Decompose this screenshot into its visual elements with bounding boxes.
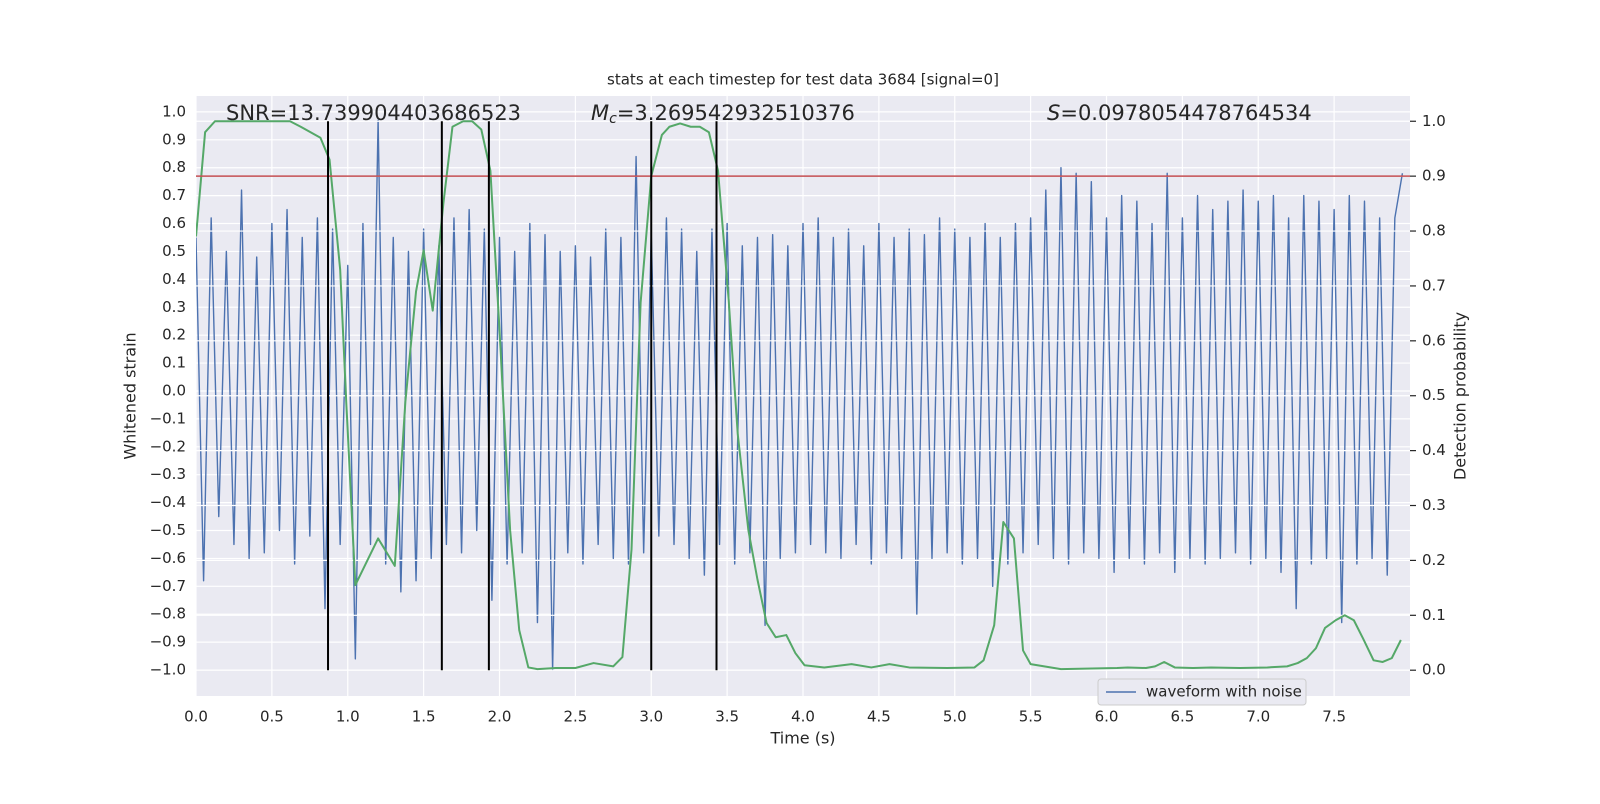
- y-tick-label: 0.0: [162, 381, 186, 399]
- y2-tick-label: 0.2: [1422, 551, 1446, 569]
- y-tick-label: −0.1: [150, 409, 186, 427]
- x-tick-label: 1.5: [412, 708, 436, 726]
- y-tick-label: 0.8: [162, 158, 186, 176]
- y2-tick-label: 0.0: [1422, 661, 1446, 679]
- x-tick-label: 6.5: [1170, 708, 1194, 726]
- annotation-symbol: M: [591, 101, 609, 125]
- y2-tick-label: 0.3: [1422, 496, 1446, 514]
- y2-tick-label: 0.5: [1422, 386, 1446, 404]
- y-tick-label: −0.9: [150, 633, 186, 651]
- annotation: SNR=13.739904403686523: [226, 101, 521, 125]
- y-tick-label: 0.2: [162, 326, 186, 344]
- y-tick-label: 0.9: [162, 130, 186, 148]
- y-tick-label: 0.4: [162, 270, 186, 288]
- y2-tick-label: 1.0: [1422, 112, 1446, 130]
- y2-tick-label: 0.9: [1422, 167, 1446, 185]
- y-tick-label: 0.1: [162, 354, 186, 372]
- waveform-line: [196, 119, 1404, 671]
- y2-tick-label: 0.6: [1422, 331, 1446, 349]
- annotation-value: =0.0978054478764534: [1060, 101, 1311, 125]
- x-tick-label: 0.5: [260, 708, 284, 726]
- x-tick-label: 7.5: [1322, 708, 1346, 726]
- y2-tick-label: 0.7: [1422, 276, 1446, 294]
- y2-tick-label: 0.1: [1422, 606, 1446, 624]
- legend: waveform with noise: [1097, 678, 1307, 706]
- x-tick-label: 3.5: [715, 708, 739, 726]
- y-tick-label: −0.4: [150, 493, 186, 511]
- annotation-value: =3.269542932510376: [617, 101, 855, 125]
- y-axis-label: Whitened strain: [121, 332, 140, 459]
- y-tick-label: 0.7: [162, 186, 186, 204]
- x-tick-label: 6.0: [1095, 708, 1119, 726]
- x-tick-label: 3.0: [639, 708, 663, 726]
- y-tick-label: 0.6: [162, 214, 186, 232]
- annotation-subscript: c: [609, 111, 617, 127]
- y-tick-label: 0.5: [162, 242, 186, 260]
- y-tick-label: −0.8: [150, 605, 186, 623]
- x-tick-label: 4.5: [867, 708, 891, 726]
- legend-label: waveform with noise: [1146, 683, 1302, 701]
- chart-title: stats at each timestep for test data 368…: [607, 71, 999, 89]
- annotation: S=0.0978054478764534: [1047, 101, 1312, 125]
- y-tick-label: 0.3: [162, 298, 186, 316]
- y-tick-label: −0.7: [150, 577, 186, 595]
- y2-tick-label: 0.8: [1422, 222, 1446, 240]
- data-layer: [196, 119, 1404, 671]
- y-tick-label: −0.6: [150, 549, 186, 567]
- y-tick-label: 1.0: [162, 102, 186, 120]
- annotation-symbol: S: [1047, 101, 1060, 125]
- y-tick-label: −0.5: [150, 521, 186, 539]
- y2-axis-label: Detection probability: [1451, 312, 1470, 480]
- probability-line: [196, 120, 1402, 671]
- x-tick-label: 4.0: [791, 708, 815, 726]
- x-tick-label: 7.0: [1246, 708, 1270, 726]
- x-tick-label: 1.0: [336, 708, 360, 726]
- y-tick-label: −1.0: [150, 661, 186, 679]
- y2-tick-label: 0.4: [1422, 441, 1446, 459]
- x-tick-label: 2.5: [563, 708, 587, 726]
- x-tick-label: 5.5: [1019, 708, 1043, 726]
- x-tick-label: 2.0: [488, 708, 512, 726]
- x-tick-label: 0.0: [184, 708, 208, 726]
- y-tick-label: −0.2: [150, 437, 186, 455]
- y-tick-label: −0.3: [150, 465, 186, 483]
- x-tick-label: 5.0: [943, 708, 967, 726]
- over-layer: 0.0 0.5 1.0 1.5 2.0 2.5 3.0 3.5 4.0 4.5 5.0 5.5 6.0 6…: [150, 102, 1446, 725]
- x-axis-label: Time (s): [769, 729, 835, 748]
- annotation: Mc=3.269542932510376: [591, 101, 855, 127]
- legend-box: [1097, 678, 1307, 706]
